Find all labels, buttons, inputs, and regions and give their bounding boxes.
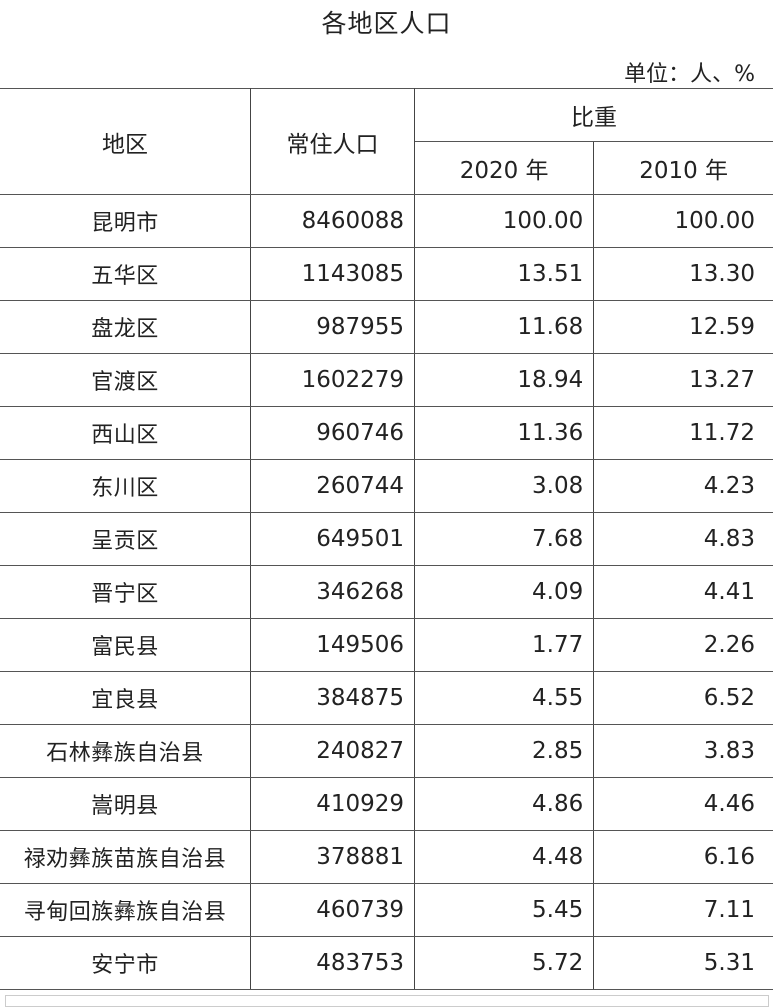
share-2020-cell: 4.09 xyxy=(415,566,594,619)
share-2020-cell: 1.77 xyxy=(415,619,594,672)
share-2010-cell: 5.31 xyxy=(594,937,773,990)
share-2020-cell: 11.36 xyxy=(415,407,594,460)
share-2020-cell: 4.48 xyxy=(415,831,594,884)
region-cell: 富民县 xyxy=(0,619,251,672)
population-cell: 987955 xyxy=(251,301,415,354)
share-2010-cell: 13.30 xyxy=(594,248,773,301)
share-2010-cell: 100.00 xyxy=(594,195,773,248)
share-2020-cell: 7.68 xyxy=(415,513,594,566)
population-cell: 460739 xyxy=(251,884,415,937)
region-cell: 寻甸回族彝族自治县 xyxy=(0,884,251,937)
region-cell: 嵩明县 xyxy=(0,778,251,831)
population-cell: 378881 xyxy=(251,831,415,884)
share-2020-cell: 18.94 xyxy=(415,354,594,407)
share-2020-cell: 4.86 xyxy=(415,778,594,831)
header-share: 比重 xyxy=(415,89,773,142)
share-2010-cell: 12.59 xyxy=(594,301,773,354)
population-cell: 649501 xyxy=(251,513,415,566)
population-cell: 149506 xyxy=(251,619,415,672)
population-cell: 260744 xyxy=(251,460,415,513)
share-2020-cell: 100.00 xyxy=(415,195,594,248)
share-2020-cell: 2.85 xyxy=(415,725,594,778)
unit-label: 单位：人、% xyxy=(624,56,755,88)
region-cell: 禄劝彝族苗族自治县 xyxy=(0,831,251,884)
share-2010-cell: 7.11 xyxy=(594,884,773,937)
region-cell: 昆明市 xyxy=(0,195,251,248)
region-cell: 盘龙区 xyxy=(0,301,251,354)
share-2010-cell: 6.16 xyxy=(594,831,773,884)
share-2010-cell: 6.52 xyxy=(594,672,773,725)
share-2010-cell: 11.72 xyxy=(594,407,773,460)
region-cell: 安宁市 xyxy=(0,937,251,990)
footer-frame xyxy=(5,995,769,1007)
population-cell: 1143085 xyxy=(251,248,415,301)
region-cell: 石林彝族自治县 xyxy=(0,725,251,778)
region-cell: 五华区 xyxy=(0,248,251,301)
population-cell: 483753 xyxy=(251,937,415,990)
region-cell: 西山区 xyxy=(0,407,251,460)
share-2020-cell: 4.55 xyxy=(415,672,594,725)
share-2010-cell: 3.83 xyxy=(594,725,773,778)
region-cell: 官渡区 xyxy=(0,354,251,407)
population-cell: 384875 xyxy=(251,672,415,725)
region-cell: 呈贡区 xyxy=(0,513,251,566)
page-title: 各地区人口 xyxy=(0,4,773,40)
population-cell: 410929 xyxy=(251,778,415,831)
population-cell: 960746 xyxy=(251,407,415,460)
share-2010-cell: 4.41 xyxy=(594,566,773,619)
share-2010-cell: 13.27 xyxy=(594,354,773,407)
header-region: 地区 xyxy=(0,89,251,195)
share-2010-cell: 4.23 xyxy=(594,460,773,513)
region-cell: 东川区 xyxy=(0,460,251,513)
share-2020-cell: 5.45 xyxy=(415,884,594,937)
share-2010-cell: 4.46 xyxy=(594,778,773,831)
region-cell: 晋宁区 xyxy=(0,566,251,619)
header-2020: 2020 年 xyxy=(415,142,594,195)
region-cell: 宜良县 xyxy=(0,672,251,725)
header-2010: 2010 年 xyxy=(594,142,773,195)
population-cell: 1602279 xyxy=(251,354,415,407)
share-2020-cell: 11.68 xyxy=(415,301,594,354)
header-population: 常住人口 xyxy=(251,89,415,195)
share-2020-cell: 3.08 xyxy=(415,460,594,513)
population-cell: 346268 xyxy=(251,566,415,619)
share-2010-cell: 4.83 xyxy=(594,513,773,566)
share-2010-cell: 2.26 xyxy=(594,619,773,672)
population-cell: 240827 xyxy=(251,725,415,778)
share-2020-cell: 13.51 xyxy=(415,248,594,301)
population-cell: 8460088 xyxy=(251,195,415,248)
share-2020-cell: 5.72 xyxy=(415,937,594,990)
